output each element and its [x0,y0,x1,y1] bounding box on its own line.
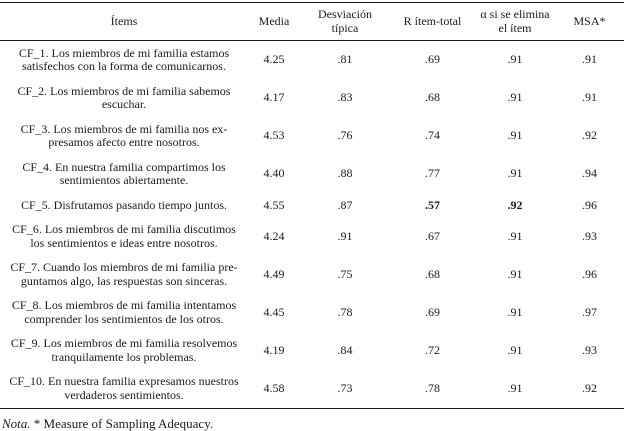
table-row: CF_1. Los miembros de mi familia estamos… [0,41,624,80]
table-row: CF_9. Los miembros de mi familia resolve… [0,332,624,370]
r-item-total-cell: .69 [425,52,440,67]
table-row: CF_6. Los miembros de mi familia discuti… [0,218,624,256]
media-cell: 4.55 [263,197,285,212]
table-row: CF_3. Los miembros de mi familia nos ex-… [0,117,624,155]
msa-cell: .93 [582,342,597,357]
item-text-cell: CF_1. Los miembros de mi familia estamos… [18,45,230,73]
alpha-si-se-elimina-cell: .92 [507,197,523,212]
r-item-total-cell: .74 [425,128,440,143]
table-row: CF_7. Cuando los miembros de mi familia … [0,256,624,294]
table-row: CF_8. Los miembros de mi familia intenta… [0,294,624,332]
item-text-cell: CF_8. Los miembros de mi familia intenta… [11,298,237,326]
item-text-cell: CF_9. Los miembros de mi familia resolve… [10,336,238,364]
items-statistics-table: Ítems Media Desviación típica R ítem-tot… [0,2,624,409]
note-prefix: Nota. [2,415,31,431]
r-item-total-cell: .57 [425,197,440,212]
table-note: Nota. * Measure of Sampling Adequacy. [0,416,624,431]
column-header-msa: MSA* [555,2,624,41]
alpha-si-se-elimina-cell: .91 [507,52,523,67]
msa-cell: .91 [582,52,597,67]
media-cell: 4.24 [263,228,285,243]
r-item-total-cell: .68 [425,266,440,281]
note-text: * Measure of Sampling Adequacy. [30,415,214,431]
table-header-row: Ítems Media Desviación típica R ítem-tot… [0,2,624,41]
alpha-si-se-elimina-cell: .91 [507,128,523,143]
item-text-cell: CF_4. En nuestra familia compartimos los… [22,159,226,187]
desviacion-tipica-cell: .73 [337,380,353,395]
desviacion-tipica-cell: .78 [337,304,353,319]
msa-cell: .96 [582,197,597,212]
media-cell: 4.17 [263,90,285,105]
alpha-si-se-elimina-cell: .91 [507,380,523,395]
msa-cell: .94 [582,166,597,181]
table-row: CF_4. En nuestra familia compartimos los… [0,155,624,193]
desviacion-tipica-cell: .75 [337,266,353,281]
msa-cell: .93 [582,228,597,243]
r-item-total-cell: .67 [425,228,440,243]
column-header-r-item-total: R ítem-total [390,2,475,41]
table-body: CF_1. Los miembros de mi familia estamos… [0,41,624,409]
table-row: CF_5. Disfrutamos pasando tiempo juntos.… [0,193,624,218]
desviacion-tipica-cell: .84 [337,342,353,357]
item-text-cell: CF_3. Los miembros de mi familia nos ex-… [20,121,228,149]
column-header-items: Ítems [0,2,248,41]
media-cell: 4.49 [263,266,285,281]
desviacion-tipica-cell: .87 [337,197,353,212]
desviacion-tipica-cell: .81 [337,52,353,67]
r-item-total-cell: .69 [425,304,440,319]
r-item-total-cell: .78 [425,380,440,395]
column-header-media: Media [248,2,300,41]
media-cell: 4.40 [263,166,285,181]
desviacion-tipica-cell: .83 [337,90,353,105]
msa-cell: .92 [582,128,597,143]
msa-cell: .92 [582,380,597,395]
item-text-cell: CF_10. En nuestra familia expresamos nue… [9,374,239,402]
table-row: CF_10. En nuestra familia expresamos nue… [0,370,624,409]
alpha-si-se-elimina-cell: .91 [507,342,523,357]
msa-cell: .96 [582,266,597,281]
msa-cell: .91 [582,90,597,105]
column-header-desviacion-tipica: Desviación típica [300,2,390,41]
item-text-cell: CF_7. Cuando los miembros de mi familia … [10,260,238,288]
desviacion-tipica-cell: .76 [337,128,353,143]
media-cell: 4.25 [263,52,285,67]
media-cell: 4.58 [263,380,285,395]
media-cell: 4.19 [263,342,285,357]
r-item-total-cell: .77 [425,166,440,181]
alpha-si-se-elimina-cell: .91 [507,228,523,243]
alpha-si-se-elimina-cell: .91 [507,266,523,281]
table-header: Ítems Media Desviación típica R ítem-tot… [0,2,624,41]
alpha-si-se-elimina-cell: .91 [507,90,523,105]
media-cell: 4.45 [263,304,285,319]
msa-cell: .97 [582,304,597,319]
desviacion-tipica-cell: .91 [337,228,353,243]
media-cell: 4.53 [263,128,285,143]
desviacion-tipica-cell: .88 [337,166,353,181]
r-item-total-cell: .72 [425,342,440,357]
column-header-alpha-si-se-elimina: α si se elimina el ítem [475,2,555,41]
item-text-cell: CF_6. Los miembros de mi familia discuti… [12,222,236,250]
r-item-total-cell: .68 [425,90,440,105]
item-text-cell: CF_5. Disfrutamos pasando tiempo juntos. [21,197,227,212]
alpha-si-se-elimina-cell: .91 [507,304,523,319]
item-text-cell: CF_2. Los miembros de mi familia sabemos… [17,83,231,111]
alpha-si-se-elimina-cell: .91 [507,166,523,181]
table-row: CF_2. Los miembros de mi familia sabemos… [0,79,624,117]
